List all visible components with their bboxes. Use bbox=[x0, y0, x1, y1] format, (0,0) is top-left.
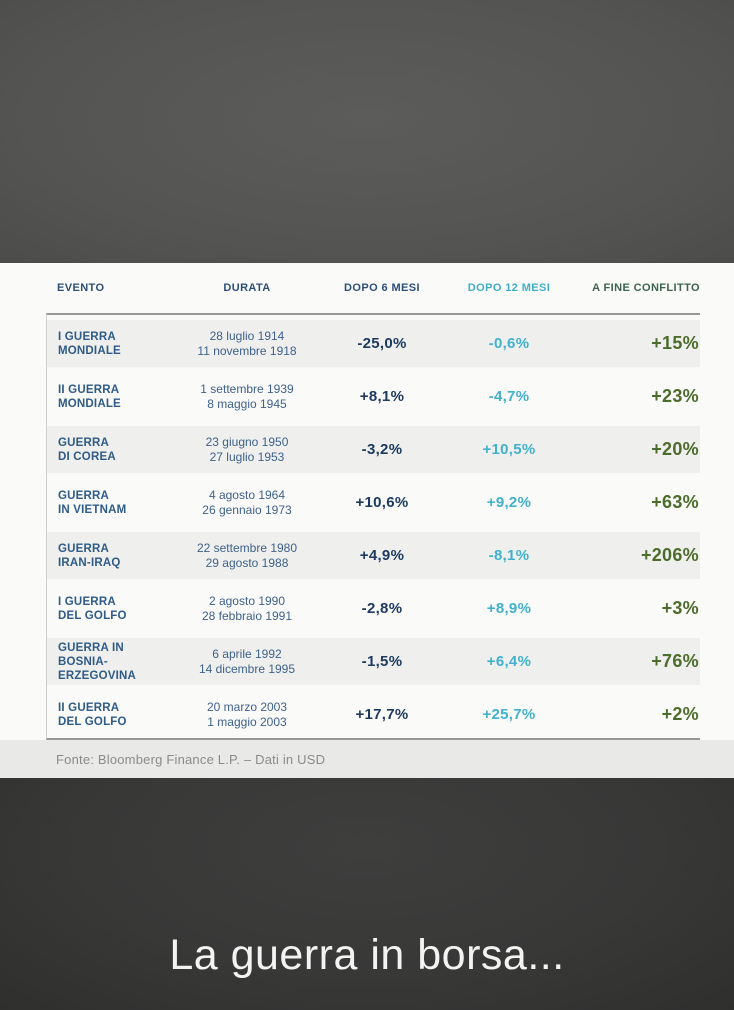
value-at-end-of-conflict: +206% bbox=[640, 545, 699, 565]
event-name-line2: DI COREA bbox=[58, 450, 116, 463]
background-top bbox=[0, 0, 734, 263]
event-duration: 6 aprile 1992 14 dicembre 1995 bbox=[166, 647, 328, 677]
column-header-a-fine-conflitto: A FINE CONFLITTO bbox=[592, 282, 700, 294]
table-row: II GUERRA MONDIALE 1 settembre 1939 8 ma… bbox=[47, 373, 700, 420]
duration-end-date: 8 maggio 1945 bbox=[207, 396, 287, 411]
value-after-12-months: -0,6% bbox=[488, 335, 530, 352]
event-name-line1: I GUERRA bbox=[58, 595, 116, 608]
event-name-line1: GUERRA bbox=[58, 489, 110, 502]
value-at-end-of-conflict: +15% bbox=[651, 333, 699, 353]
duration-end-date: 1 maggio 2003 bbox=[207, 714, 287, 729]
value-after-12-months: +6,4% bbox=[486, 653, 532, 670]
duration-end-date: 11 novembre 1918 bbox=[197, 343, 297, 358]
column-header-dopo-12-mesi: DOPO 12 MESI bbox=[467, 282, 551, 294]
event-name-line2: IRAN-IRAQ bbox=[58, 556, 121, 569]
value-at-end-of-conflict: +76% bbox=[651, 651, 699, 671]
duration-start-date: 28 luglio 1914 bbox=[209, 328, 285, 343]
event-name: I GUERRA MONDIALE bbox=[47, 330, 166, 358]
table-row: I GUERRA MONDIALE 28 luglio 1914 11 nove… bbox=[47, 320, 700, 367]
table-row: GUERRA IRAN-IRAQ 22 settembre 1980 29 ag… bbox=[47, 532, 700, 579]
event-name-line2: ERZEGOVINA bbox=[58, 669, 137, 682]
table-content: EVENTO DURATA DOPO 6 MESI DOPO 12 MESI A… bbox=[46, 263, 700, 740]
value-after-6-months: +8,1% bbox=[359, 388, 405, 405]
duration-end-date: 14 dicembre 1995 bbox=[198, 661, 296, 676]
duration-start-date: 4 agosto 1964 bbox=[208, 487, 286, 502]
event-duration: 20 marzo 2003 1 maggio 2003 bbox=[166, 700, 328, 730]
table-row: II GUERRA DEL GOLFO 20 marzo 2003 1 magg… bbox=[47, 691, 700, 738]
table-header-row: EVENTO DURATA DOPO 6 MESI DOPO 12 MESI A… bbox=[46, 263, 700, 313]
value-after-6-months: -2,8% bbox=[361, 600, 403, 617]
value-after-12-months: -4,7% bbox=[488, 388, 530, 405]
table-row: I GUERRA DEL GOLFO 2 agosto 1990 28 febb… bbox=[47, 585, 700, 632]
event-duration: 1 settembre 1939 8 maggio 1945 bbox=[166, 382, 328, 412]
event-name-line1: GUERRA IN BOSNIA- bbox=[58, 641, 124, 668]
value-after-6-months: +10,6% bbox=[355, 494, 409, 511]
duration-start-date: 6 aprile 1992 bbox=[212, 646, 282, 661]
column-header-dopo-6-mesi: DOPO 6 MESI bbox=[344, 282, 420, 294]
event-name: GUERRA DI COREA bbox=[47, 436, 166, 464]
value-after-12-months: +10,5% bbox=[482, 441, 536, 458]
duration-end-date: 28 febbraio 1991 bbox=[201, 608, 293, 623]
event-name: II GUERRA MONDIALE bbox=[47, 383, 166, 411]
event-name-line1: GUERRA bbox=[58, 542, 110, 555]
event-duration: 28 luglio 1914 11 novembre 1918 bbox=[166, 329, 328, 359]
event-name-line1: II GUERRA bbox=[58, 701, 120, 714]
event-name-line1: II GUERRA bbox=[58, 383, 120, 396]
value-after-6-months: -25,0% bbox=[357, 335, 407, 352]
event-name: II GUERRA DEL GOLFO bbox=[47, 701, 166, 729]
value-at-end-of-conflict: +23% bbox=[651, 386, 699, 406]
table-row: GUERRA DI COREA 23 giugno 1950 27 luglio… bbox=[47, 426, 700, 473]
event-duration: 22 settembre 1980 29 agosto 1988 bbox=[166, 541, 328, 571]
event-name: I GUERRA DEL GOLFO bbox=[47, 595, 166, 623]
value-after-6-months: -1,5% bbox=[361, 653, 403, 670]
value-at-end-of-conflict: +63% bbox=[651, 492, 699, 512]
duration-start-date: 23 giugno 1950 bbox=[205, 434, 289, 449]
table-row: GUERRA IN VIETNAM 4 agosto 1964 26 genna… bbox=[47, 479, 700, 526]
duration-end-date: 27 luglio 1953 bbox=[209, 449, 285, 464]
event-name: GUERRA IN BOSNIA- ERZEGOVINA bbox=[47, 641, 166, 683]
value-after-12-months: +8,9% bbox=[486, 600, 532, 617]
value-after-12-months: -8,1% bbox=[488, 547, 530, 564]
value-after-6-months: -3,2% bbox=[361, 441, 403, 458]
table-body: I GUERRA MONDIALE 28 luglio 1914 11 nove… bbox=[46, 313, 700, 740]
value-after-6-months: +17,7% bbox=[355, 706, 409, 723]
story-caption: La guerra in borsa... bbox=[169, 931, 565, 979]
event-duration: 2 agosto 1990 28 febbraio 1991 bbox=[166, 594, 328, 624]
event-name-line2: IN VIETNAM bbox=[58, 503, 127, 516]
event-name-line2: DEL GOLFO bbox=[58, 609, 127, 622]
background-bottom: La guerra in borsa... bbox=[0, 778, 734, 1010]
value-after-12-months: +9,2% bbox=[486, 494, 532, 511]
value-at-end-of-conflict: +3% bbox=[661, 598, 699, 618]
value-after-6-months: +4,9% bbox=[359, 547, 405, 564]
event-name-line1: I GUERRA bbox=[58, 330, 116, 343]
event-name-line2: DEL GOLFO bbox=[58, 715, 127, 728]
event-name-line1: GUERRA bbox=[58, 436, 110, 449]
column-header-evento: EVENTO bbox=[57, 282, 105, 294]
duration-start-date: 1 settembre 1939 bbox=[200, 381, 294, 396]
event-name: GUERRA IN VIETNAM bbox=[47, 489, 166, 517]
source-note: Fonte: Bloomberg Finance L.P. – Dati in … bbox=[0, 740, 734, 778]
table-row: GUERRA IN BOSNIA- ERZEGOVINA 6 aprile 19… bbox=[47, 638, 700, 685]
duration-start-date: 22 settembre 1980 bbox=[196, 540, 298, 555]
value-at-end-of-conflict: +2% bbox=[661, 704, 699, 724]
event-name: GUERRA IRAN-IRAQ bbox=[47, 542, 166, 570]
value-after-12-months: +25,7% bbox=[482, 706, 536, 723]
value-at-end-of-conflict: +20% bbox=[651, 439, 699, 459]
war-markets-table-card: EVENTO DURATA DOPO 6 MESI DOPO 12 MESI A… bbox=[0, 263, 734, 778]
event-duration: 23 giugno 1950 27 luglio 1953 bbox=[166, 435, 328, 465]
column-header-durata: DURATA bbox=[223, 282, 271, 294]
duration-end-date: 29 agosto 1988 bbox=[205, 555, 289, 570]
duration-start-date: 20 marzo 2003 bbox=[206, 699, 288, 714]
event-name-line2: MONDIALE bbox=[58, 397, 121, 410]
duration-end-date: 26 gennaio 1973 bbox=[202, 502, 292, 517]
event-duration: 4 agosto 1964 26 gennaio 1973 bbox=[166, 488, 328, 518]
duration-start-date: 2 agosto 1990 bbox=[208, 593, 286, 608]
event-name-line2: MONDIALE bbox=[58, 344, 121, 357]
